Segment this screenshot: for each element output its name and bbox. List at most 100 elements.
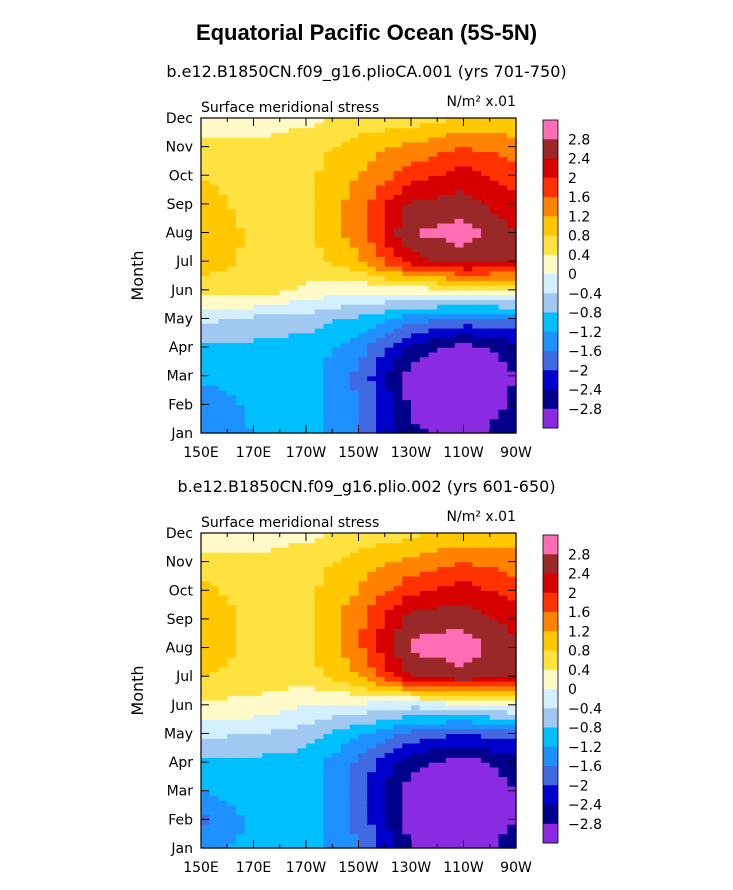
heatmap-cell — [218, 723, 228, 730]
heatmap-cell — [428, 285, 438, 291]
heatmap-cell — [297, 256, 307, 262]
heatmap-cell — [314, 542, 325, 548]
heatmap-cell — [227, 828, 237, 835]
heatmap-cell — [262, 638, 272, 644]
heatmap-cell — [489, 141, 500, 148]
heatmap-cell — [428, 246, 438, 253]
heatmap-cell — [507, 747, 517, 754]
heatmap-cell — [244, 647, 255, 653]
heatmap-cell — [472, 790, 482, 797]
heatmap-cell — [253, 814, 263, 820]
heatmap-cell — [288, 819, 298, 825]
heatmap-cell — [419, 766, 430, 773]
heatmap-cell — [262, 676, 272, 682]
heatmap-cell — [463, 285, 473, 291]
heatmap-cell — [349, 695, 360, 701]
heatmap-cell — [341, 390, 351, 396]
heatmap-cell — [367, 575, 377, 582]
heatmap-cell — [393, 657, 403, 663]
heatmap-cell — [341, 347, 351, 353]
heatmap-cell — [376, 160, 386, 167]
heatmap-cell — [297, 428, 307, 434]
heatmap-cell — [236, 828, 246, 835]
heatmap-cell — [349, 762, 360, 768]
heatmap-cell — [332, 151, 342, 157]
heatmap-cell — [262, 118, 272, 124]
heatmap-cell — [411, 175, 421, 181]
heatmap-cell — [463, 638, 473, 644]
heatmap-cell — [358, 704, 368, 711]
heatmap-cell — [498, 175, 508, 181]
heatmap-cell — [384, 738, 395, 744]
heatmap-cell — [437, 227, 447, 234]
heatmap-cell — [227, 127, 237, 133]
heatmap-cell — [481, 781, 491, 787]
heatmap-cell — [411, 342, 421, 348]
heatmap-cell — [454, 814, 465, 820]
heatmap-cell — [376, 571, 386, 577]
heatmap-cell — [332, 146, 342, 153]
heatmap-cell — [393, 404, 403, 410]
heatmap-cell — [271, 294, 281, 300]
heatmap-cell — [402, 294, 412, 300]
heatmap-cell — [402, 647, 412, 653]
heatmap-cell — [271, 203, 281, 210]
heatmap-cell — [209, 289, 220, 296]
heatmap-cell — [218, 275, 228, 281]
heatmap-cell — [411, 533, 421, 539]
heatmap-cell — [332, 752, 342, 758]
heatmap-cell — [367, 747, 377, 754]
heatmap-cell — [376, 146, 386, 153]
heatmap-cell — [341, 623, 351, 630]
heatmap-cell — [358, 571, 368, 577]
heatmap-cell — [437, 347, 447, 353]
heatmap-cell — [489, 347, 500, 353]
heatmap-cell — [358, 776, 368, 782]
heatmap-cell — [332, 628, 342, 634]
heatmap-cell — [367, 795, 377, 801]
heatmap-cell — [419, 733, 430, 739]
heatmap-cell — [297, 399, 307, 405]
heatmap-cell — [209, 642, 220, 649]
heatmap-cell — [419, 590, 430, 596]
heatmap-cell — [376, 299, 386, 305]
heatmap-cell — [297, 785, 307, 792]
heatmap-cell — [498, 585, 508, 591]
heatmap-cell — [332, 332, 342, 339]
heatmap-cell — [253, 351, 263, 358]
heatmap-cell — [498, 604, 508, 610]
heatmap-cell — [498, 380, 508, 386]
heatmap-cell — [376, 404, 386, 410]
heatmap-cell — [428, 747, 438, 754]
heatmap-cell — [209, 337, 220, 343]
heatmap-cell — [262, 805, 272, 811]
heatmap-cell — [271, 146, 281, 153]
heatmap-cell — [332, 122, 342, 129]
heatmap-cell — [428, 199, 438, 205]
heatmap-cell — [402, 776, 412, 782]
heatmap-cell — [306, 733, 316, 739]
heatmap-cell — [349, 776, 360, 782]
heatmap-cell — [262, 370, 272, 377]
heatmap-cell — [297, 304, 307, 310]
heatmap-cell — [323, 232, 333, 238]
heatmap-cell — [367, 199, 377, 205]
heatmap-cell — [384, 208, 395, 215]
heatmap-cell — [481, 680, 491, 687]
heatmap-cell — [463, 132, 473, 138]
heatmap-cell — [454, 308, 465, 315]
heatmap-cell — [349, 604, 360, 610]
heatmap-cell — [358, 809, 368, 816]
heatmap-cell — [332, 714, 342, 720]
heatmap-cell — [454, 833, 465, 840]
heatmap-cell — [279, 265, 290, 272]
heatmap-cell — [507, 423, 517, 429]
heatmap-cell — [297, 762, 307, 768]
heatmap-cell — [288, 762, 298, 768]
heatmap-cell — [227, 122, 237, 129]
heatmap-cell — [472, 633, 482, 639]
heatmap-cell — [314, 690, 325, 696]
heatmap-cell — [218, 661, 228, 668]
heatmap-cell — [507, 843, 517, 849]
heatmap-cell — [463, 723, 473, 730]
